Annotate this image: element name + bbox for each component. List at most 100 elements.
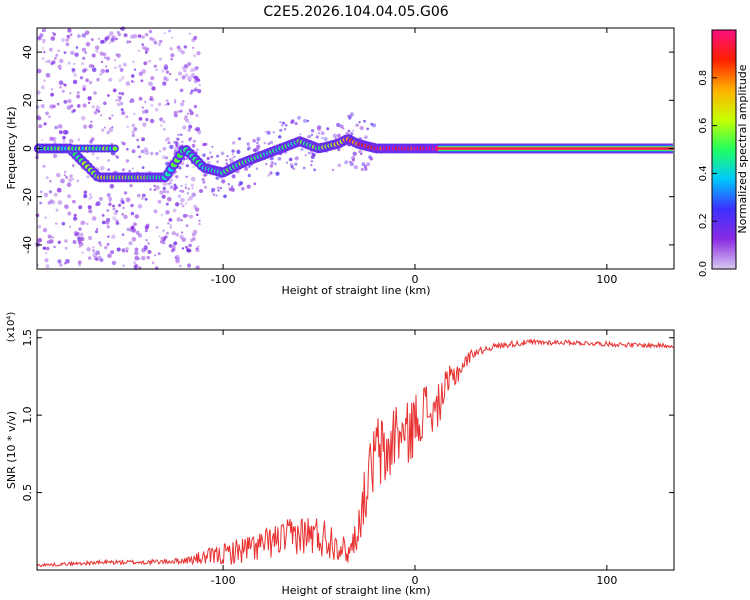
spectrogram-noise-point bbox=[56, 102, 60, 106]
spectrogram-noise-point bbox=[118, 79, 122, 82]
spectrogram-steady-band bbox=[438, 147, 673, 150]
spectrogram-noise-point bbox=[169, 47, 173, 51]
spectrogram-noise-point bbox=[181, 66, 185, 70]
spectrogram-noise-point bbox=[163, 76, 168, 80]
spectrogram-noise-point bbox=[108, 127, 114, 132]
spectrogram-noise-point bbox=[216, 160, 220, 164]
spectrogram-noise-point bbox=[144, 229, 148, 233]
spectrogram-noise-point bbox=[55, 222, 58, 225]
spectrogram-noise-point bbox=[69, 92, 72, 95]
spectrogram-noise-point bbox=[170, 53, 175, 58]
spectrogram-noise-point bbox=[53, 154, 57, 159]
spectrogram-noise-point bbox=[166, 231, 169, 235]
spectrogram-noise-point bbox=[192, 229, 198, 235]
spectrogram-noise-point bbox=[196, 51, 201, 56]
spectrogram-noise-point bbox=[45, 264, 50, 269]
spectrogram-noise-point bbox=[174, 141, 179, 145]
spectrogram-noise-point bbox=[173, 187, 177, 191]
spectrogram-noise-point bbox=[172, 208, 177, 213]
spectrogram-noise-point bbox=[106, 209, 109, 212]
spectrogram-noise-point bbox=[95, 202, 99, 207]
spectrogram-noise-point bbox=[115, 99, 118, 102]
spectrogram-noise-point bbox=[115, 219, 119, 223]
spectrogram-noise-point bbox=[173, 241, 178, 246]
spectrogram-noise-point bbox=[81, 47, 86, 52]
spectrogram-noise-point bbox=[159, 117, 164, 122]
spectrogram-noise-point bbox=[292, 167, 296, 171]
spectrogram-noise-point bbox=[107, 253, 112, 259]
spectrogram-noise-point bbox=[57, 259, 62, 264]
spectrogram-noise-point bbox=[173, 113, 178, 118]
spectrogram-noise-point bbox=[90, 195, 93, 198]
spectrogram-noise-point bbox=[167, 222, 170, 225]
spectrogram-noise-point bbox=[334, 137, 337, 140]
spectrogram-noise-point bbox=[141, 110, 146, 114]
spectrogram-noise-point bbox=[88, 124, 93, 129]
spectrogram-noise-point bbox=[103, 126, 106, 129]
spectrogram-noise-point bbox=[67, 194, 72, 199]
spectrogram-noise-point bbox=[110, 250, 115, 255]
spectrogram-noise-point bbox=[183, 45, 187, 49]
spectrogram-noise-point bbox=[310, 129, 315, 133]
spectrogram-noise-point bbox=[187, 188, 190, 190]
spectrogram-noise-point bbox=[42, 246, 47, 250]
spectrogram-noise-point bbox=[134, 255, 139, 261]
spectrogram-noise-point bbox=[189, 238, 194, 243]
spectrogram-noise-point bbox=[71, 109, 75, 114]
spectrogram-noise-point bbox=[190, 89, 194, 93]
spectrogram-noise-point bbox=[56, 172, 61, 178]
chart-title: C2E5.2026.104.04.05.G06 bbox=[263, 4, 448, 20]
spectrogram-noise-point bbox=[246, 142, 250, 146]
spectrogram-noise-point bbox=[266, 130, 271, 135]
snr-x-tick-label: 0 bbox=[411, 574, 418, 587]
spectrogram-noise-point bbox=[231, 153, 234, 156]
spectrogram-noise-point bbox=[175, 175, 179, 179]
spectrogram-noise-point bbox=[43, 122, 47, 126]
spectrogram-noise-point bbox=[43, 51, 46, 54]
spectrogram-noise-point bbox=[168, 177, 173, 183]
spectrogram-noise-point bbox=[283, 127, 287, 131]
spectrogram-noise-point bbox=[135, 230, 140, 235]
spectrogram-noise-point bbox=[136, 193, 141, 198]
snr-series bbox=[36, 338, 674, 568]
spectrogram-noise-point bbox=[125, 247, 129, 251]
colorbar-tick-label: 0.4 bbox=[698, 165, 709, 181]
spectrogram-noise-point bbox=[125, 197, 131, 203]
colorbar-tick-label: 0.8 bbox=[698, 70, 709, 86]
spectrogram-noise-point bbox=[236, 149, 241, 154]
spectrogram-noise-point bbox=[85, 78, 89, 82]
spectrogram-noise-point bbox=[72, 79, 78, 85]
spectrogram-noise-point bbox=[138, 96, 143, 101]
spectrogram-noise-point bbox=[163, 32, 166, 35]
spectrogram-noise-point bbox=[57, 49, 60, 52]
spectrogram-noise-point bbox=[92, 246, 95, 249]
spectrogram-noise-point bbox=[256, 141, 259, 144]
spectrogram-noise-point bbox=[269, 164, 274, 168]
spectrogram-noise-point bbox=[131, 74, 135, 78]
spectrogram-noise-point bbox=[270, 161, 274, 165]
spectrogram-noise-point bbox=[195, 148, 199, 152]
spectrogram-noise-point bbox=[157, 252, 161, 256]
spectrogram-noise-point bbox=[94, 45, 100, 50]
spectrogram-noise-point bbox=[191, 46, 195, 50]
spectrogram-noise-point bbox=[351, 156, 356, 161]
spectrogram-noise-point bbox=[219, 187, 222, 190]
spectrogram-noise-point bbox=[104, 245, 108, 250]
spectrogram-noise-point bbox=[91, 249, 96, 253]
spectrogram-noise-point bbox=[169, 224, 172, 227]
spectrogram-noise-point bbox=[168, 29, 171, 33]
spectrogram-noise-point bbox=[73, 213, 77, 217]
spectrogram-noise-point bbox=[133, 261, 137, 265]
spectrogram-noise-point bbox=[57, 200, 63, 206]
spectrogram-noise-point bbox=[193, 79, 199, 84]
spectrogram-noise-point bbox=[82, 124, 88, 129]
spectrogram-noise-point bbox=[187, 128, 192, 132]
spectrogram-noise-point bbox=[119, 68, 124, 72]
spectrogram-noise-point bbox=[225, 162, 228, 166]
spectrogram-noise-point bbox=[134, 214, 139, 219]
spectrogram-noise-point bbox=[103, 101, 107, 106]
spectrogram-noise-point bbox=[49, 239, 54, 244]
spectrogram-noise-point bbox=[78, 227, 82, 231]
spectrogram-noise-point bbox=[118, 203, 122, 207]
spectrogram-noise-point bbox=[184, 114, 188, 119]
